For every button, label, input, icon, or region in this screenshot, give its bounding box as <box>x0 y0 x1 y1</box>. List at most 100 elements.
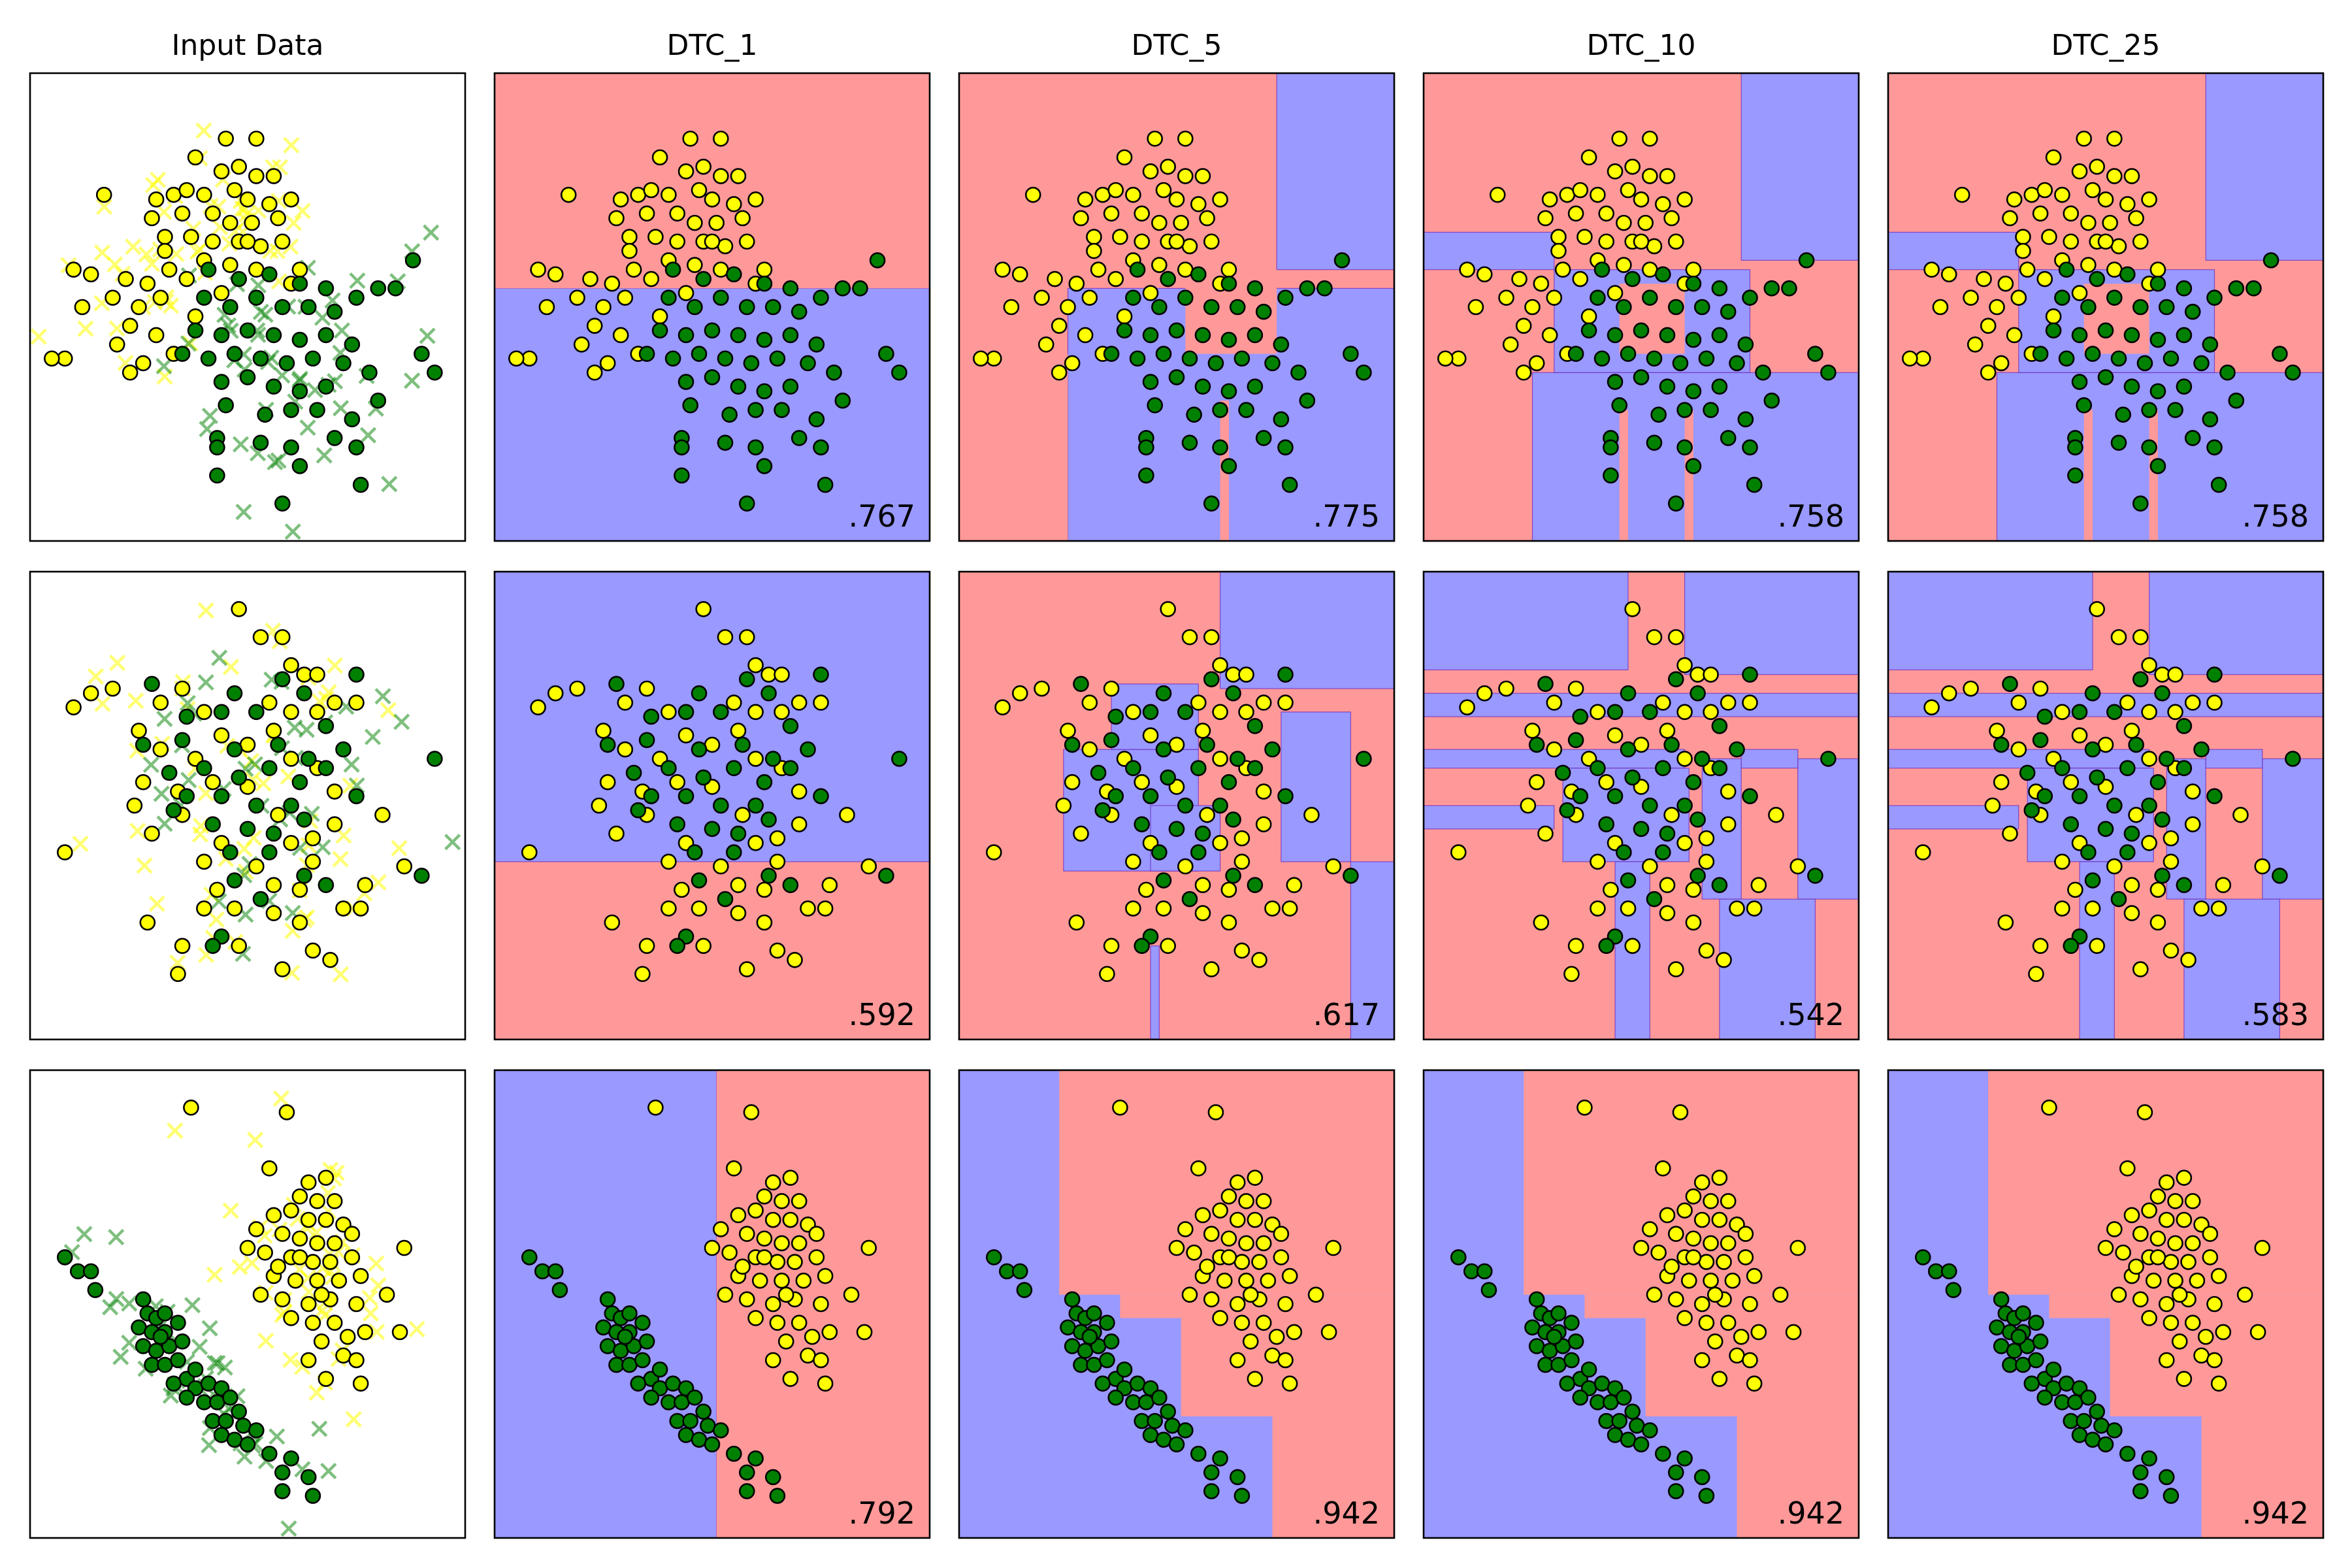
data-point <box>782 717 799 734</box>
test-point-x-marker <box>368 1323 385 1341</box>
data-point <box>661 853 677 870</box>
data-point <box>2097 191 2114 208</box>
data-point <box>1976 270 1992 287</box>
data-point <box>2054 900 2070 917</box>
data-point <box>1233 350 1250 367</box>
data-point <box>1194 825 1211 842</box>
data-point <box>2071 163 2088 180</box>
data-point <box>265 1207 282 1224</box>
data-point <box>1081 1328 1098 1345</box>
data-point <box>213 285 230 301</box>
data-point <box>726 196 742 212</box>
data-point <box>2045 322 2062 339</box>
data-point <box>1116 308 1133 325</box>
data-point <box>1064 774 1081 791</box>
data-point <box>1528 736 1545 753</box>
data-point <box>808 411 825 428</box>
data-point <box>1086 242 1102 259</box>
data-point <box>1720 694 1737 711</box>
data-point <box>2149 458 2166 474</box>
data-point <box>551 1282 568 1298</box>
data-point <box>1940 266 1957 283</box>
data-point <box>2036 270 2053 287</box>
data-point <box>661 760 677 777</box>
data-point <box>1220 1230 1237 1247</box>
data-point <box>2071 788 2088 804</box>
data-point <box>2032 732 2049 749</box>
data-point <box>391 1324 408 1341</box>
data-point <box>170 966 186 983</box>
data-point <box>2110 350 2127 367</box>
data-point <box>756 275 773 292</box>
data-point <box>1142 374 1159 390</box>
data-point <box>625 764 642 781</box>
data-point <box>1676 1450 1693 1467</box>
data-point <box>1667 1226 1684 1242</box>
data-point <box>669 233 686 250</box>
data-point <box>1659 327 1676 344</box>
data-point <box>2080 844 2097 860</box>
data-point <box>2041 1099 2057 1116</box>
data-point <box>1125 900 1141 917</box>
data-point <box>1142 788 1159 804</box>
data-point <box>1203 629 1220 645</box>
data-point <box>2106 858 2123 875</box>
data-point <box>2210 476 2227 493</box>
data-point <box>348 788 365 804</box>
data-point <box>105 680 121 697</box>
data-point <box>1711 1169 1728 1186</box>
data-point <box>638 346 655 362</box>
data-point <box>291 914 308 931</box>
data-point <box>278 1104 295 1120</box>
data-point <box>2272 868 2288 884</box>
data-point <box>1081 741 1098 758</box>
data-point <box>1238 1193 1254 1209</box>
score-label: .792 <box>849 1495 915 1531</box>
data-point <box>2071 327 2088 344</box>
data-point <box>1567 938 1584 955</box>
data-point <box>717 434 734 451</box>
data-point <box>2193 741 2210 758</box>
data-point <box>1077 327 1094 344</box>
data-point <box>1607 704 1624 721</box>
test-point-x-marker <box>404 372 421 389</box>
data-point <box>782 327 799 344</box>
data-point <box>1233 1488 1250 1504</box>
data-point <box>2106 168 2123 184</box>
data-point <box>1238 666 1254 683</box>
data-point <box>213 788 230 804</box>
data-point <box>1742 289 1758 306</box>
data-point <box>878 868 894 884</box>
decision-region <box>2262 758 2323 900</box>
data-point <box>1685 261 1702 278</box>
data-point <box>231 270 247 287</box>
data-point <box>1064 736 1081 753</box>
data-point <box>2246 280 2262 297</box>
data-point <box>1203 961 1220 977</box>
data-point <box>2071 374 2088 390</box>
decision-region <box>1996 372 2323 541</box>
data-point <box>1177 1422 1194 1439</box>
data-point <box>791 694 808 711</box>
data-point <box>2176 717 2193 734</box>
data-point <box>695 158 711 175</box>
data-point <box>1238 704 1254 721</box>
data-point <box>760 868 777 884</box>
data-point <box>769 830 786 847</box>
data-point <box>717 890 734 907</box>
data-point <box>608 676 625 693</box>
data-point <box>1655 844 1671 860</box>
data-point <box>1667 233 1684 250</box>
data-point <box>1142 727 1159 743</box>
data-point <box>274 1464 291 1481</box>
data-point <box>994 699 1011 715</box>
data-point <box>1711 877 1728 894</box>
test-point-x-marker <box>280 1520 297 1537</box>
data-point <box>1186 406 1202 423</box>
data-point <box>1129 350 1146 367</box>
data-point <box>2163 1315 2180 1331</box>
data-point <box>1607 163 1624 180</box>
data-point <box>582 270 598 287</box>
data-point <box>756 914 773 931</box>
test-point-x-marker <box>201 407 219 425</box>
